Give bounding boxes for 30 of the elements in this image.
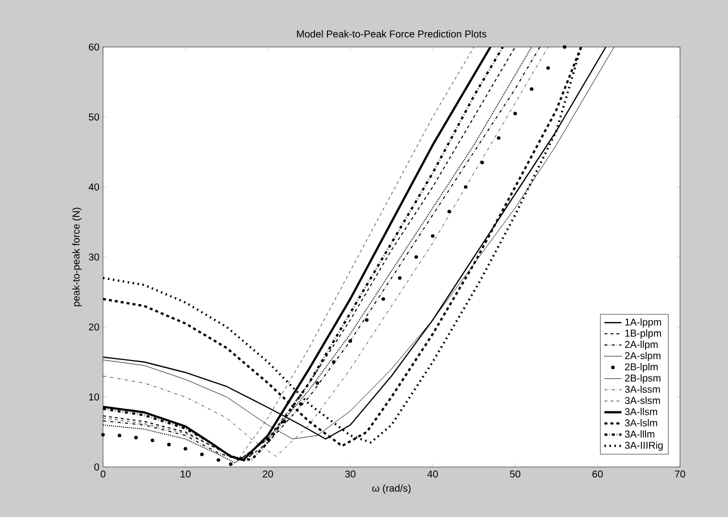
- x-tick-label: 50: [510, 470, 520, 478]
- y-tick-label: 0: [94, 463, 100, 471]
- x-tick-label: 70: [674, 470, 686, 478]
- legend-label: 3A-lslm: [624, 419, 658, 426]
- y-tick-label: 10: [89, 393, 100, 401]
- legend-label: 1B-plpm: [625, 329, 661, 339]
- legend-label: 2A-slpm: [625, 352, 660, 362]
- legend-label: 3A-lllm: [624, 430, 654, 438]
- x-tick-label: 0: [100, 470, 106, 478]
- legend-label: 3A-IIIRig: [624, 441, 663, 451]
- chart-title: Model Peak-to-Peak Force Prediction Plots: [297, 30, 486, 38]
- legend-label: 2A-llpm: [625, 340, 658, 350]
- y-tick-label: 40: [88, 183, 100, 191]
- x-tick-label: 10: [180, 470, 191, 478]
- y-tick-label: 20: [88, 323, 100, 331]
- y-axis-title: peak-to-peak force (N): [72, 208, 82, 306]
- legend-label: 3A-llsm: [624, 408, 658, 416]
- y-tick-label: 50: [88, 113, 100, 121]
- x-tick-label: 60: [592, 470, 603, 478]
- x-axis-title: ω (rad/s): [372, 484, 411, 494]
- x-tick-label: 20: [262, 470, 274, 478]
- x-tick-label: 40: [427, 470, 438, 478]
- legend-label: 1A-lppm: [625, 318, 661, 328]
- y-tick-label: 60: [88, 43, 100, 51]
- legend-label: 2B-lplm: [625, 363, 658, 372]
- y-tick-label: 30: [88, 253, 100, 261]
- legend-label: 2B-lpsm: [625, 374, 660, 384]
- legend-label: 3A-slsm: [624, 396, 660, 404]
- legend-label: 3A-lssm: [624, 385, 660, 393]
- x-tick-label: 30: [345, 470, 356, 478]
